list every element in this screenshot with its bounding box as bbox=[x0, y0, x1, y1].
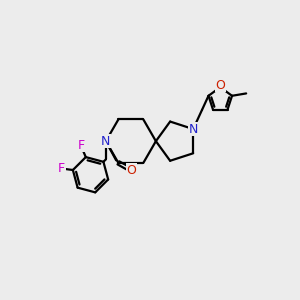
Text: F: F bbox=[78, 139, 85, 152]
Text: N: N bbox=[188, 123, 198, 136]
Text: O: O bbox=[127, 164, 136, 177]
Text: O: O bbox=[215, 79, 225, 92]
Text: N: N bbox=[101, 135, 110, 148]
Text: F: F bbox=[58, 162, 65, 175]
